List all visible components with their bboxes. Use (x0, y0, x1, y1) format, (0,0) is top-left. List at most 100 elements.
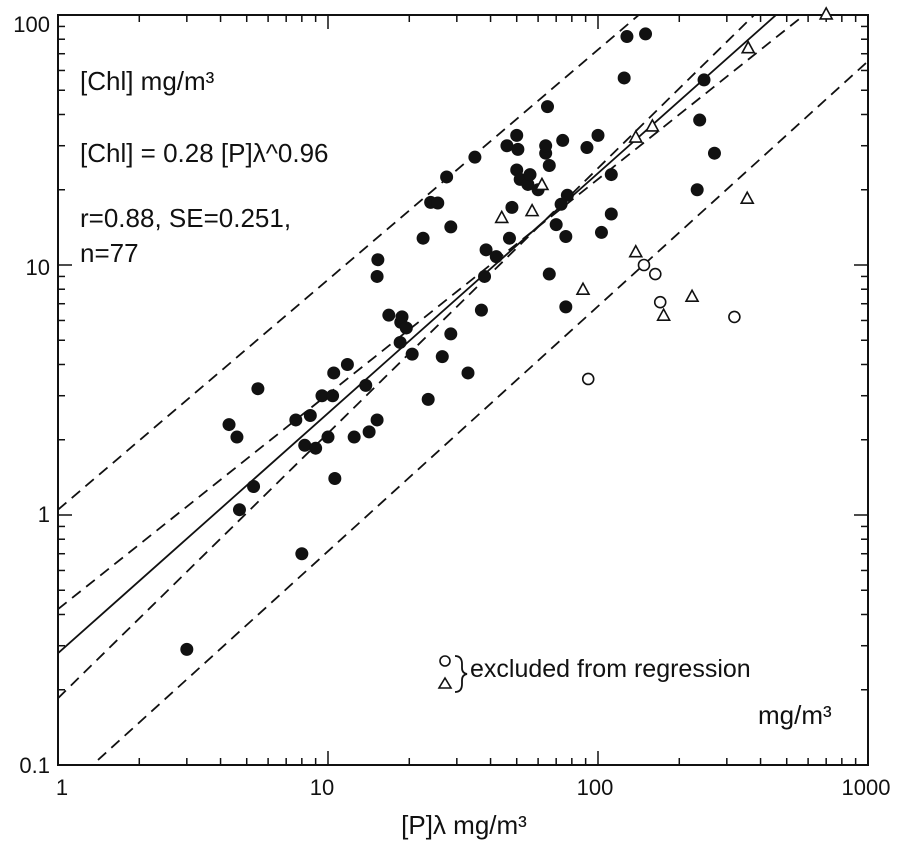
data-point-included (295, 547, 309, 561)
x-tick-label: 1000 (842, 775, 891, 800)
confidence-line (91, 60, 868, 765)
data-point-included (399, 321, 413, 335)
data-point-included (474, 303, 488, 317)
data-point-included (435, 350, 449, 364)
data-point-excluded-triangle (534, 176, 550, 191)
x-axis-title: [P]λ mg/m³ (401, 810, 527, 840)
data-point-included (620, 30, 634, 44)
data-point-included (690, 183, 704, 197)
data-point-included (298, 438, 312, 452)
regression-equation: [Chl] = 0.28 [P]λ^0.96 (80, 138, 329, 168)
data-point-included (371, 253, 385, 267)
data-point-included (289, 413, 303, 427)
data-point-included (303, 409, 317, 423)
data-point-included (502, 231, 516, 245)
data-point-included (604, 207, 618, 221)
data-point-included (405, 347, 419, 361)
data-point-included (328, 471, 342, 485)
data-point-included (542, 159, 556, 173)
data-point-included (370, 269, 384, 283)
data-point-excluded-triangle (628, 129, 644, 143)
data-point-excluded-circle (728, 310, 741, 324)
data-point-included (359, 378, 373, 392)
data-point-included (309, 441, 323, 455)
data-point-included (232, 503, 246, 517)
data-point-included (604, 168, 618, 182)
data-point-included (440, 170, 454, 184)
data-point-excluded-triangle (818, 6, 834, 20)
data-point-included (247, 480, 261, 494)
data-point-excluded-triangle (645, 118, 660, 132)
data-point-included (707, 146, 721, 160)
y-unit-annotation: [Chl] mg/m³ (80, 66, 215, 96)
data-point-included (461, 366, 475, 380)
data-point-excluded-circle (648, 267, 662, 281)
data-point-excluded-triangle (656, 307, 671, 321)
y-tick-label: 10 (26, 255, 50, 280)
data-point-included (591, 128, 605, 142)
y-tick-label: 1 (38, 502, 50, 527)
regression-line (58, 15, 778, 654)
data-point-included (382, 308, 396, 322)
data-point-included (230, 430, 244, 444)
data-point-included (559, 230, 573, 244)
data-point-included (321, 430, 335, 444)
statistics-line-1: r=0.88, SE=0.251, (80, 203, 291, 233)
data-point-included (542, 267, 556, 281)
data-point-excluded-triangle (524, 202, 540, 217)
data-point-included (549, 218, 563, 232)
data-point-included (315, 389, 329, 403)
data-point-included (489, 250, 503, 264)
data-point-included (340, 357, 354, 371)
legend-open-triangle-marker (437, 676, 453, 689)
data-point-excluded-circle (581, 372, 595, 386)
data-point-included (222, 418, 236, 432)
legend-brace (454, 655, 468, 693)
data-point-included (444, 327, 458, 341)
data-point-included (347, 430, 361, 444)
confidence-line (58, 15, 806, 610)
data-point-included (421, 392, 435, 406)
legend-open-circle-marker (439, 655, 451, 667)
data-point-included (370, 413, 384, 427)
data-point-included (393, 335, 407, 349)
data-point-included (693, 113, 707, 127)
data-point-excluded-circle (637, 258, 651, 272)
y-tick-label: 0.1 (19, 753, 50, 778)
data-point-excluded-triangle (575, 281, 591, 296)
data-point-included (431, 196, 445, 210)
data-point-included (510, 128, 524, 142)
plot-frame (57, 14, 869, 766)
data-point-included (580, 141, 594, 155)
statistics-line-2: n=77 (80, 238, 139, 268)
data-point-included (560, 188, 574, 202)
data-point-included (478, 269, 492, 283)
data-point-included (500, 139, 514, 153)
data-point-included (468, 150, 482, 164)
data-point-included (511, 142, 525, 156)
data-point-excluded-triangle (628, 244, 644, 258)
data-point-included (521, 177, 535, 191)
data-point-included (362, 425, 376, 439)
legend-label: excluded from regression (470, 655, 751, 683)
data-point-included (444, 220, 458, 234)
data-point-excluded-triangle (684, 288, 700, 303)
data-point-included (617, 71, 631, 85)
data-point-included (559, 300, 573, 314)
data-point-included (540, 100, 554, 114)
data-point-included (395, 310, 409, 324)
x-tick-label: 100 (577, 775, 614, 800)
data-point-excluded-triangle (739, 190, 755, 205)
data-point-included (251, 382, 265, 396)
data-point-excluded-triangle (740, 40, 756, 54)
data-point-included (479, 243, 493, 257)
y-tick-label: 100 (13, 12, 50, 37)
data-point-included (327, 366, 341, 380)
data-point-included (594, 225, 608, 239)
data-point-included (523, 168, 537, 182)
data-point-included (639, 27, 653, 41)
data-point-included (180, 642, 194, 656)
data-point-excluded-triangle (494, 209, 510, 224)
data-point-included (539, 139, 553, 153)
